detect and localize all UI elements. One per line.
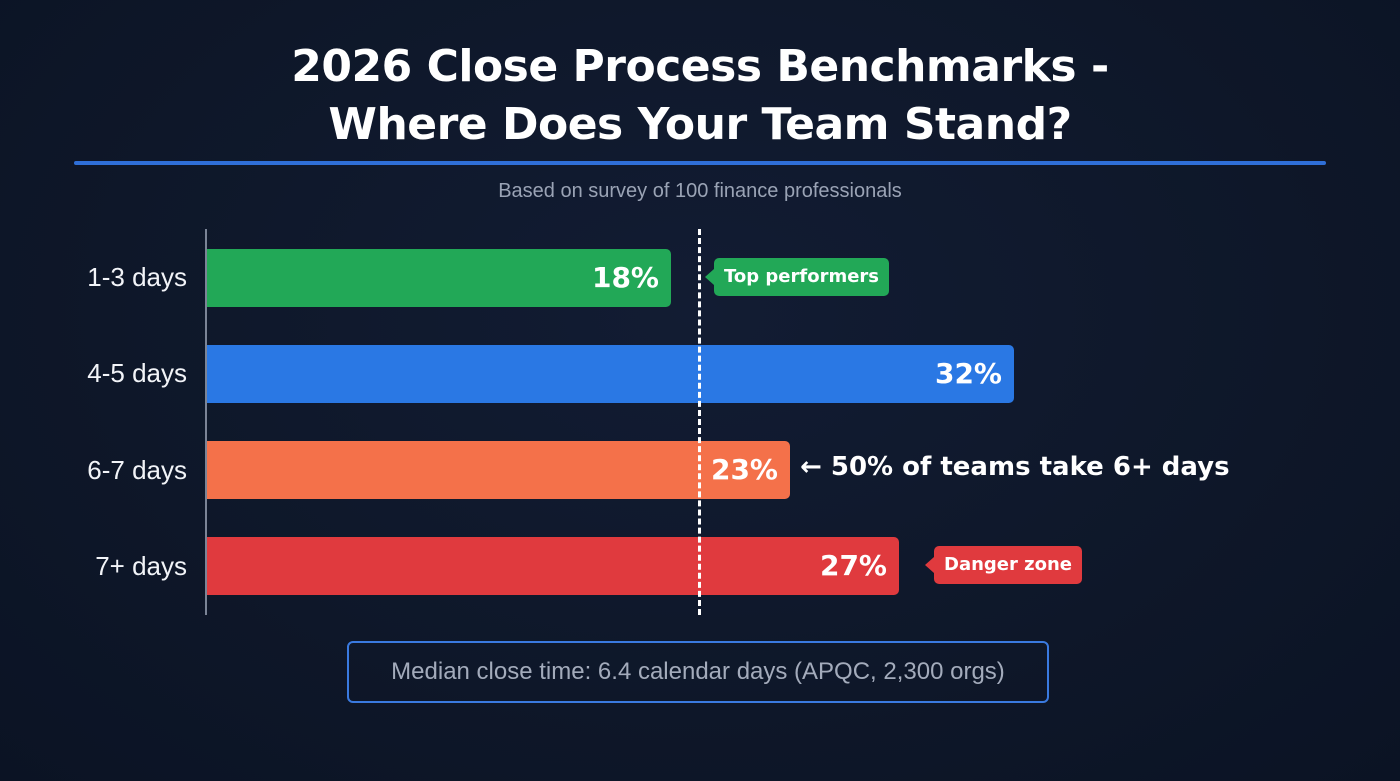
median-note-box: Median close time: 6.4 calendar days (AP… — [347, 641, 1049, 703]
median-reference-line — [698, 229, 701, 615]
bar-value: 23% — [710, 453, 778, 486]
top-performers-callout: Top performers — [704, 258, 890, 296]
bar-value: 27% — [819, 549, 887, 582]
title-divider — [74, 161, 1326, 165]
row-label-4-5-days: 4-5 days — [87, 358, 187, 388]
y-axis-line — [205, 229, 207, 615]
bar-7-plus-days: 27% — [207, 537, 899, 595]
chart-title-line2: Where Does Your Team Stand? — [328, 99, 1072, 150]
left-arrow-icon: ← — [800, 452, 822, 482]
danger-zone-callout: Danger zone — [924, 546, 1083, 584]
chart-title-line1: 2026 Close Process Benchmarks - — [291, 41, 1109, 92]
chart-subtitle: Based on survey of 100 finance professio… — [498, 180, 902, 202]
bar-value: 18% — [591, 261, 659, 294]
bar-1-3-days: 18% — [207, 249, 671, 307]
row-label-6-7-days: 6-7 days — [87, 455, 187, 485]
six-plus-days-annotation: ← 50% of teams take 6+ days — [800, 452, 1230, 482]
bar-value: 32% — [934, 357, 1002, 390]
row-label-1-3-days: 1-3 days — [87, 262, 187, 292]
chart-title: 2026 Close Process Benchmarks - Where Do… — [0, 38, 1400, 154]
bar-6-7-days: 23% — [207, 441, 790, 499]
row-label-7-plus-days: 7+ days — [95, 551, 187, 581]
six-plus-days-text: 50% of teams take 6+ days — [830, 452, 1230, 482]
bar-4-5-days: 32% — [207, 345, 1014, 403]
